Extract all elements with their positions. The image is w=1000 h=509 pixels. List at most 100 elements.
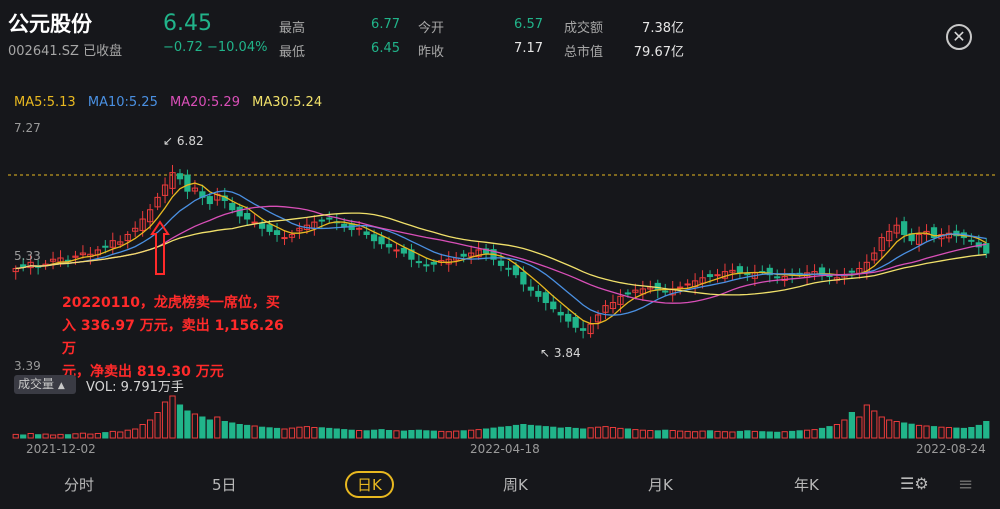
- volume-bar: [154, 412, 161, 439]
- volume-bar: [609, 427, 617, 439]
- candle: [266, 224, 273, 232]
- menu-icon[interactable]: ≡: [958, 474, 974, 495]
- market-cap-value: 79.67亿: [633, 45, 684, 60]
- candle: [915, 233, 923, 245]
- candle: [191, 187, 199, 192]
- ma5-label: MA5:5.13: [14, 95, 76, 110]
- volume-bar: [669, 430, 676, 439]
- tab-5day[interactable]: 5日: [212, 476, 237, 494]
- volume-bar: [378, 429, 385, 439]
- date-mid: 2022-04-18: [470, 442, 540, 456]
- volume-bar: [871, 410, 878, 439]
- tab-monthly-k[interactable]: 月K: [648, 476, 673, 494]
- volume-bar: [79, 432, 87, 439]
- volume-bar: [915, 424, 923, 439]
- volume-bar: [803, 429, 811, 439]
- volume-bar: [385, 430, 393, 439]
- candle: [557, 311, 564, 316]
- annotation-arrow: [150, 220, 170, 275]
- volume-bar: [647, 430, 654, 439]
- candle: [677, 286, 684, 289]
- low-marker-value: 3.84: [553, 346, 581, 360]
- volume-bar: [72, 433, 79, 439]
- settings-icon[interactable]: ☰⚙: [900, 474, 929, 493]
- volume-bar: [796, 430, 803, 439]
- volume-bar: [662, 429, 669, 439]
- tab-weekly-k[interactable]: 周K: [503, 476, 528, 494]
- volume-bar: [968, 427, 975, 439]
- candle: [505, 267, 512, 270]
- candle: [281, 237, 288, 240]
- volume-bar: [258, 426, 266, 439]
- volume-indicator-select[interactable]: 成交量 ▲: [14, 375, 76, 394]
- volume-bar: [139, 424, 146, 439]
- volume-bar: [841, 419, 848, 439]
- candle: [714, 274, 721, 277]
- candle: [580, 328, 587, 331]
- volume-bar: [468, 429, 475, 439]
- candle: [161, 184, 169, 196]
- tab-intraday[interactable]: 分时: [64, 476, 95, 494]
- candle: [736, 266, 744, 274]
- volume-bar: [497, 426, 505, 439]
- volume-bar: [438, 430, 445, 439]
- candle: [594, 314, 602, 323]
- tab-yearly-k[interactable]: 年K: [794, 476, 819, 494]
- volume-bar: [124, 429, 131, 439]
- volume-bar: [684, 430, 691, 439]
- change-value: −0.72: [163, 40, 203, 55]
- volume-bar: [901, 422, 908, 439]
- ma-line: [15, 190, 987, 316]
- volume-bar: [639, 429, 646, 439]
- volume-bar: [781, 431, 788, 439]
- volume-bar: [169, 395, 176, 439]
- candle: [169, 172, 176, 189]
- candle: [848, 270, 855, 273]
- volume-bar: [445, 431, 452, 439]
- volume-bar: [677, 430, 684, 439]
- candle: [27, 261, 34, 269]
- volume-bar: [109, 430, 116, 439]
- volume-bar: [632, 429, 639, 439]
- tab-daily-k[interactable]: 日K: [345, 471, 394, 498]
- volume-bar: [654, 430, 661, 439]
- volume-bar: [833, 424, 841, 439]
- candle: [945, 232, 953, 239]
- volume-bar: [863, 404, 870, 439]
- volume-bar: [960, 427, 967, 439]
- volume-bar: [848, 412, 855, 439]
- volume-bar: [766, 431, 773, 439]
- volume-bar: [49, 434, 57, 439]
- volume-bar: [759, 431, 766, 439]
- volume-bar: [281, 428, 288, 439]
- candle: [385, 243, 393, 248]
- volume-bar: [691, 431, 699, 439]
- candle: [535, 291, 542, 297]
- candle: [550, 301, 557, 310]
- ma-legend: MA5:5.13 MA10:5.25 MA20:5.29 MA30:5.24: [14, 95, 330, 110]
- candle: [766, 267, 773, 276]
- volume-bar: [20, 434, 27, 439]
- volume-bar: [594, 426, 602, 439]
- candle: [244, 213, 251, 220]
- volume-bar: [236, 424, 243, 439]
- candle: [662, 290, 669, 293]
- axis-bottom-label: 3.39: [14, 359, 41, 373]
- candle: [468, 252, 475, 257]
- market-status: 已收盘: [83, 44, 123, 59]
- volume-bar: [736, 430, 744, 439]
- volume-bar: [482, 428, 490, 439]
- volume-bar: [102, 432, 109, 439]
- candle: [184, 174, 191, 192]
- date-start: 2021-12-02: [26, 442, 96, 456]
- candle: [886, 230, 893, 242]
- axis-mid-label: 5.33: [14, 249, 41, 263]
- volume-bar: [460, 430, 467, 439]
- candle: [363, 231, 370, 235]
- axis-top-label: 7.27: [14, 121, 41, 135]
- close-button[interactable]: ✕: [946, 24, 972, 50]
- candle: [572, 317, 579, 328]
- kline-chart[interactable]: [0, 110, 1000, 440]
- candle: [296, 227, 303, 232]
- volume-bars-group: [12, 395, 990, 439]
